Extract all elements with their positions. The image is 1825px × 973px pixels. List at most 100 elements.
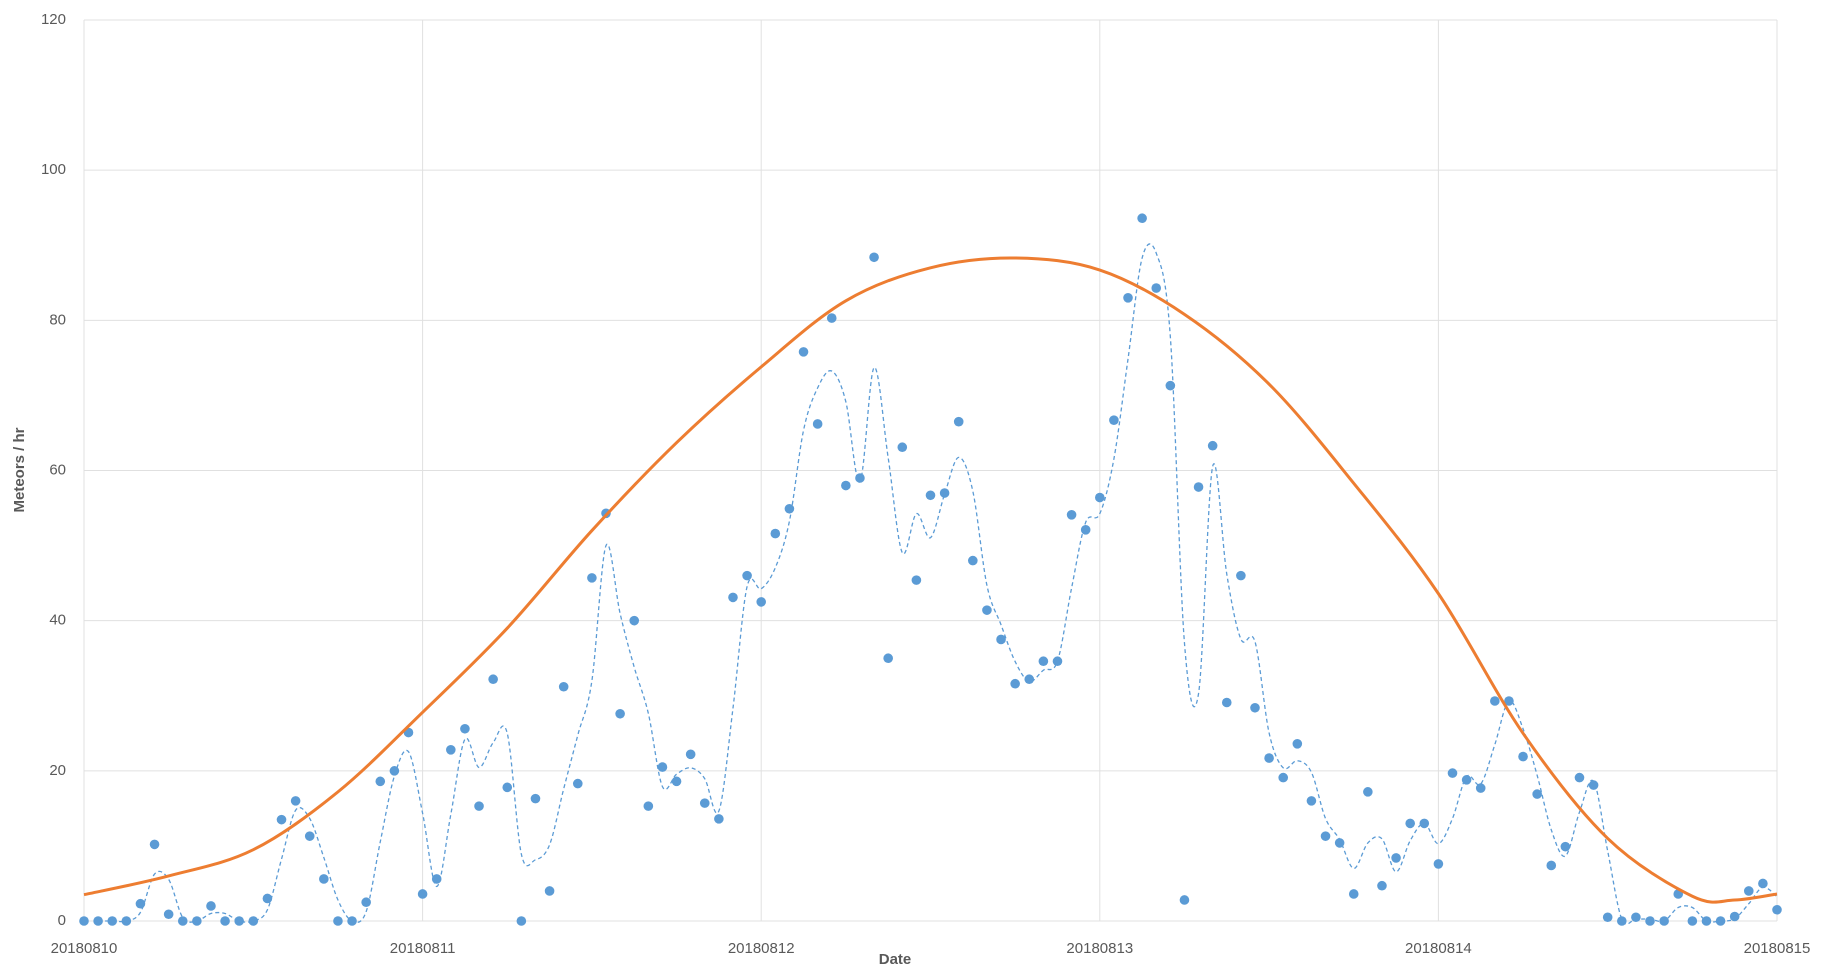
data-point — [798, 347, 809, 357]
data-point — [826, 313, 837, 323]
data-point — [276, 814, 287, 825]
data-point — [333, 916, 343, 926]
data-point — [1772, 904, 1782, 915]
data-point — [953, 416, 964, 427]
y-tick-label: 20 — [49, 762, 66, 779]
data-point — [1320, 831, 1331, 841]
y-tick-label: 100 — [41, 161, 66, 178]
data-point — [149, 839, 160, 850]
data-point — [1278, 772, 1289, 783]
data-point — [431, 874, 442, 884]
data-point — [1137, 213, 1147, 224]
data-point — [841, 480, 851, 491]
data-point — [1758, 878, 1768, 889]
data-point — [1151, 283, 1162, 293]
data-point — [262, 893, 273, 904]
data-point — [1490, 696, 1500, 706]
data-point — [1701, 916, 1712, 926]
data-point — [1348, 889, 1359, 899]
data-point — [121, 916, 132, 926]
data-point — [784, 503, 795, 514]
data-point — [530, 793, 541, 804]
data-point — [1447, 768, 1458, 778]
data-point — [685, 749, 696, 760]
data-point — [883, 653, 893, 664]
data-point — [1729, 911, 1740, 922]
data-point — [1179, 895, 1190, 905]
data-point — [1038, 656, 1049, 667]
fit-line — [83, 256, 1778, 904]
data-point — [474, 801, 484, 811]
data-point — [897, 442, 908, 453]
data-point — [1546, 860, 1557, 871]
data-point — [714, 814, 724, 824]
data-point — [192, 916, 202, 926]
data-point — [1250, 702, 1260, 713]
data-point — [911, 575, 922, 585]
data-point — [587, 573, 597, 583]
data-point — [1292, 739, 1303, 749]
y-tick-label: 120 — [41, 11, 66, 28]
data-point — [1221, 697, 1232, 708]
data-point — [460, 723, 470, 734]
data-point — [544, 886, 555, 896]
data-point — [643, 801, 654, 811]
data-point — [1377, 880, 1387, 891]
data-point — [1617, 916, 1627, 926]
data-point — [135, 898, 146, 909]
data-point — [361, 897, 371, 908]
data-point — [319, 874, 329, 884]
x-tick-label: 20180812 — [728, 940, 795, 957]
data-point — [107, 916, 118, 926]
data-point — [629, 615, 640, 626]
data-point — [1461, 775, 1472, 785]
data-point — [770, 528, 781, 539]
data-point — [615, 708, 625, 719]
x-axis-title: Date — [879, 951, 912, 968]
data-point — [982, 605, 992, 615]
data-point — [1024, 674, 1035, 685]
data-point — [1687, 916, 1698, 926]
y-tick-label: 40 — [49, 612, 66, 629]
data-point — [1334, 838, 1345, 848]
data-point — [1560, 841, 1571, 852]
x-tick-label: 20180811 — [390, 940, 456, 957]
data-point — [163, 909, 174, 920]
x-tick-label: 20180810 — [51, 940, 118, 957]
data-point — [375, 776, 386, 787]
data-point — [347, 916, 357, 926]
data-point — [1193, 482, 1204, 492]
data-point — [855, 473, 865, 483]
data-point — [939, 488, 950, 498]
data-point — [1588, 780, 1599, 790]
data-point — [1715, 916, 1726, 926]
data-point — [1306, 796, 1317, 806]
data-point — [1645, 916, 1655, 926]
data-point — [1391, 853, 1401, 863]
data-point — [1574, 772, 1585, 783]
data-point — [1066, 509, 1077, 520]
data-point — [1095, 492, 1105, 503]
data-point — [234, 916, 244, 926]
data-point — [1518, 751, 1528, 762]
data-point — [1602, 912, 1613, 923]
data-point — [671, 776, 682, 787]
data-point — [558, 681, 569, 692]
data-point — [417, 889, 428, 899]
data-point — [177, 916, 188, 926]
data-point — [699, 798, 710, 808]
data-point — [869, 252, 879, 263]
x-tick-label: 20180814 — [1405, 940, 1472, 957]
data-point — [968, 555, 978, 566]
data-point — [1659, 916, 1669, 926]
data-point — [304, 831, 315, 841]
y-axis-title: Meteors / hr — [11, 427, 28, 512]
y-tick-label: 80 — [49, 311, 66, 328]
x-tick-label: 20180815 — [1744, 940, 1811, 957]
data-point — [220, 916, 230, 926]
x-tick-label: 20180813 — [1066, 940, 1133, 957]
data-point — [93, 916, 103, 926]
data-point — [488, 674, 498, 685]
data-point — [1631, 912, 1641, 923]
